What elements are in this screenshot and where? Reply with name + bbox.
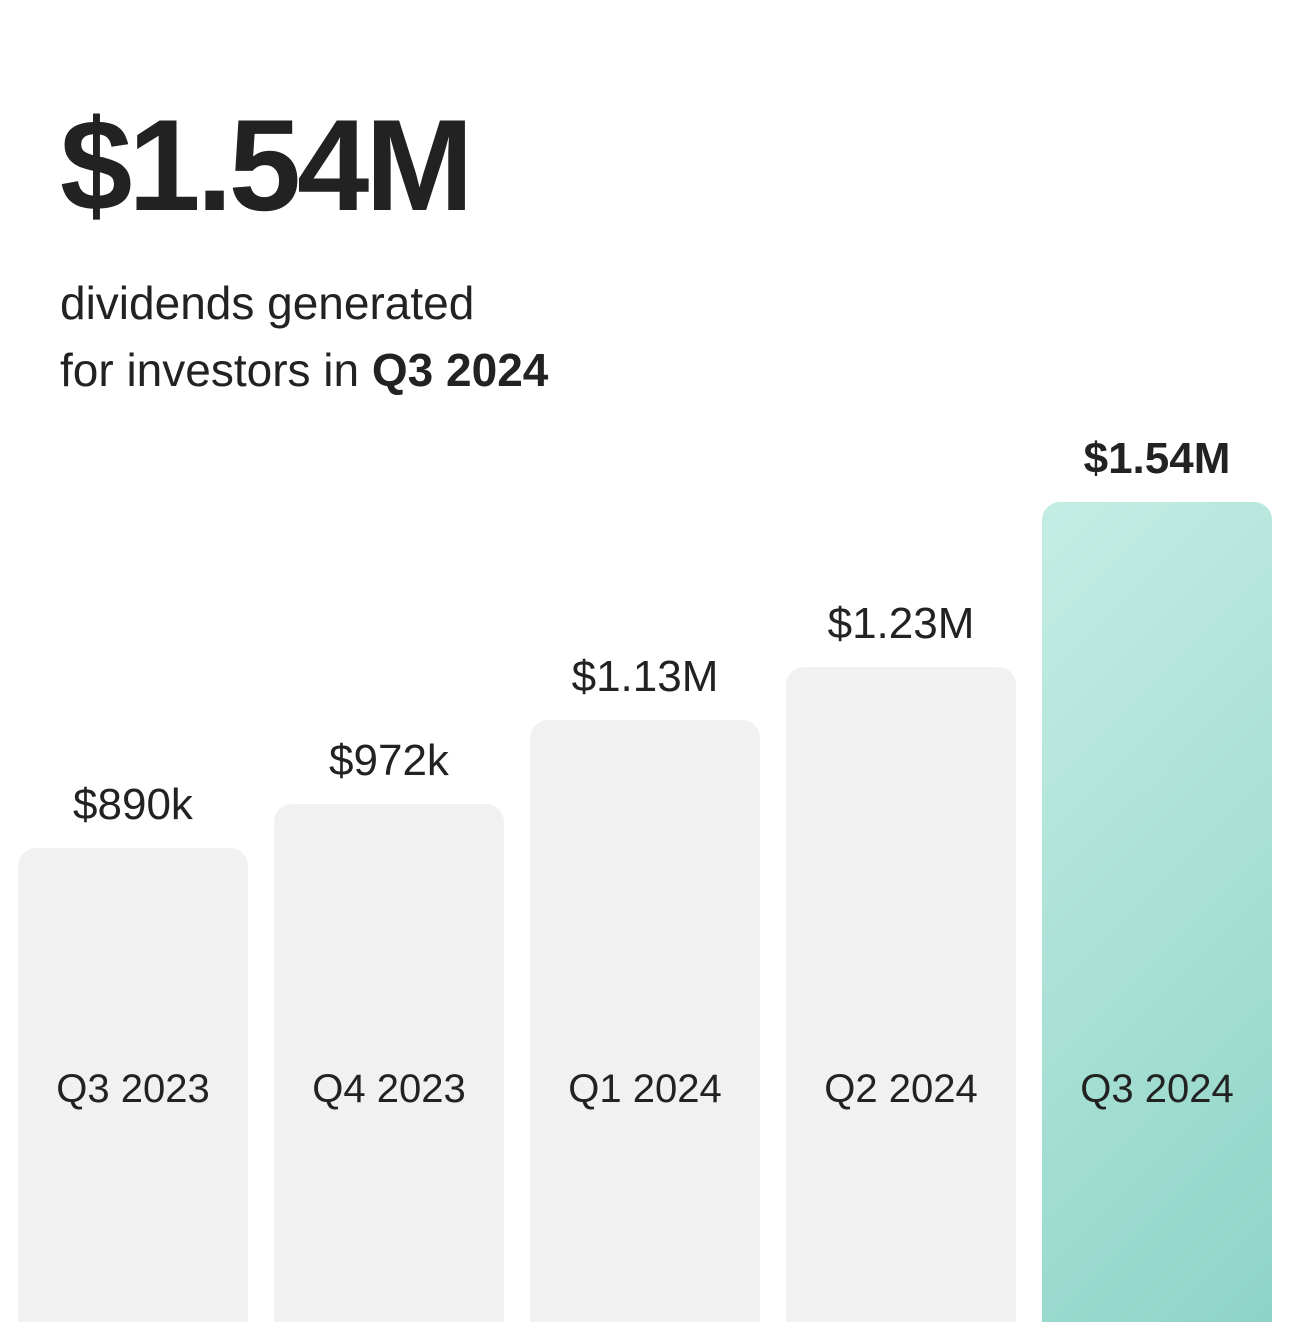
headline-value: $1.54M [60, 100, 1230, 230]
bar-chart: $890k Q3 2023 $972k Q4 2023 $1.13M Q1 20… [0, 262, 1290, 1322]
bar-value-label: $1.54M [1084, 434, 1231, 484]
bar-category-label: Q3 2024 [1042, 1067, 1272, 1112]
bar-value-label: $890k [73, 780, 193, 830]
bar-rect: Q3 2023 [18, 848, 248, 1322]
infographic-container: $1.54M dividends generated for investors… [0, 0, 1290, 1322]
bar-value-label: $1.13M [572, 652, 719, 702]
bar-q3-2023: $890k Q3 2023 [18, 262, 248, 1322]
bar-q1-2024: $1.13M Q1 2024 [530, 262, 760, 1322]
bar-q4-2023: $972k Q4 2023 [274, 262, 504, 1322]
bar-category-label: Q2 2024 [786, 1067, 1016, 1112]
bar-rect: Q3 2024 [1042, 502, 1272, 1322]
bar-category-label: Q1 2024 [530, 1067, 760, 1112]
bar-q2-2024: $1.23M Q2 2024 [786, 262, 1016, 1322]
bar-rect: Q2 2024 [786, 667, 1016, 1322]
bar-rect: Q4 2023 [274, 804, 504, 1322]
bar-value-label: $1.23M [828, 599, 975, 649]
bar-category-label: Q3 2023 [18, 1067, 248, 1112]
bar-q3-2024: $1.54M Q3 2024 [1042, 262, 1272, 1322]
bar-rect: Q1 2024 [530, 720, 760, 1322]
bar-value-label: $972k [329, 736, 449, 786]
bar-category-label: Q4 2023 [274, 1067, 504, 1112]
